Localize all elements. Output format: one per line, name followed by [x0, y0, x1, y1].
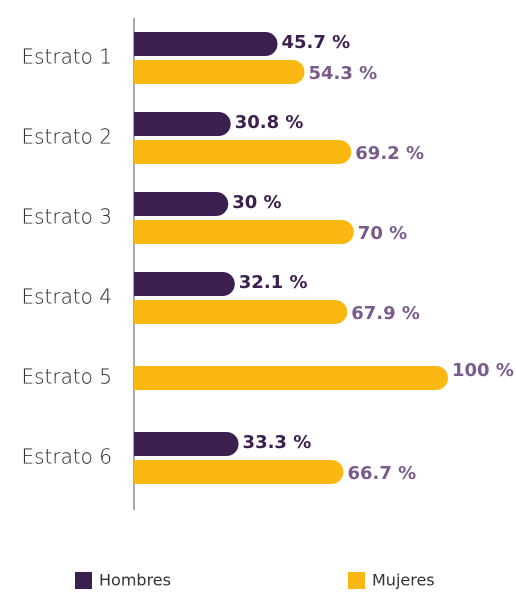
bar	[134, 220, 354, 244]
category-label: Estrato 6	[21, 445, 112, 469]
value-label: 45.7 %	[281, 32, 350, 53]
value-label: 30.8 %	[235, 112, 304, 133]
legend-label: Hombres	[99, 571, 171, 590]
bar	[134, 112, 231, 136]
category-label: Estrato 5	[21, 365, 112, 389]
bar	[134, 32, 278, 56]
value-label: 54.3 %	[309, 63, 378, 84]
value-label: 70 %	[358, 223, 407, 244]
bar	[134, 432, 239, 456]
bar	[134, 140, 352, 164]
value-label: 30 %	[232, 192, 281, 213]
legend-swatch	[75, 572, 92, 589]
bar	[134, 192, 229, 216]
value-label: 69.2 %	[355, 143, 424, 164]
value-label: 32.1 %	[239, 272, 308, 293]
legend-swatch	[348, 572, 365, 589]
bar	[134, 60, 305, 84]
category-label: Estrato 1	[21, 45, 112, 69]
value-label: 100 %	[452, 360, 514, 381]
bar	[134, 272, 235, 296]
value-label: 67.9 %	[351, 303, 420, 324]
category-label: Estrato 2	[21, 125, 112, 149]
value-label: 66.7 %	[347, 463, 416, 484]
value-label: 33.3 %	[243, 432, 312, 453]
category-label: Estrato 3	[21, 205, 112, 229]
bar	[134, 366, 448, 390]
legend-label: Mujeres	[372, 571, 435, 590]
bar	[134, 300, 348, 324]
category-label: Estrato 4	[21, 285, 112, 309]
bar	[134, 460, 344, 484]
